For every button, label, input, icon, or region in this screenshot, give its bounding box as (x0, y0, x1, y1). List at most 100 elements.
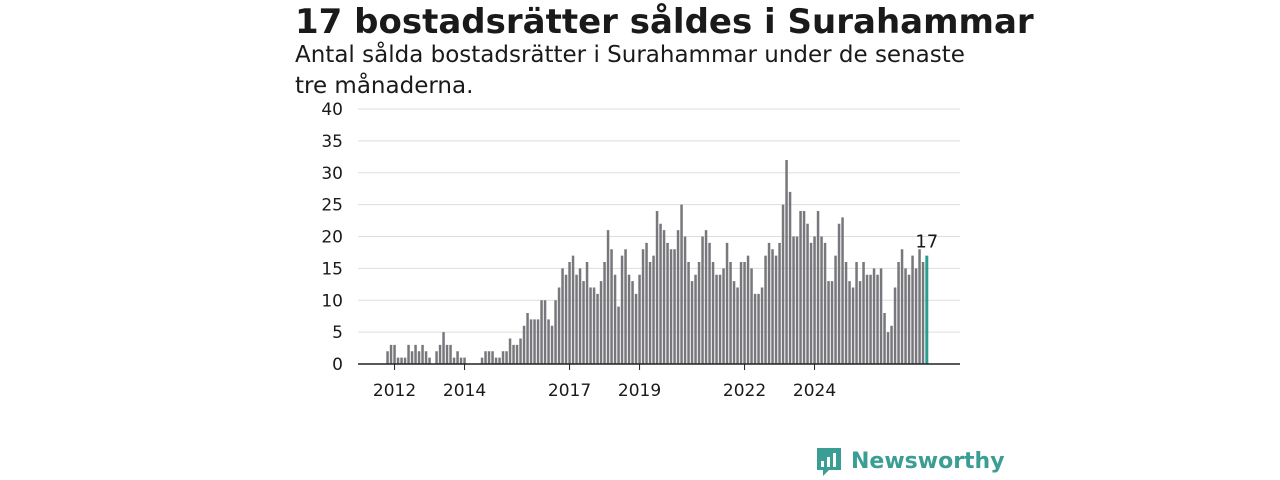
bar (907, 274, 911, 364)
bar (753, 293, 757, 365)
bar (711, 262, 715, 364)
bar (890, 325, 893, 364)
bar (617, 306, 620, 365)
bar (851, 287, 855, 364)
bar (620, 255, 624, 365)
bar (837, 223, 841, 364)
y-tick-label: 40 (321, 100, 343, 120)
y-tick-label: 5 (332, 323, 343, 343)
bar (701, 236, 704, 364)
bar (834, 255, 837, 365)
bar (592, 287, 596, 364)
bar (708, 242, 711, 365)
newsworthy-chart-bubble-icon (817, 448, 841, 476)
bar (666, 242, 669, 365)
bar (550, 325, 554, 364)
bar (603, 262, 606, 364)
bar (484, 351, 487, 364)
bar (599, 281, 603, 365)
bar (893, 287, 897, 364)
last-value-label: 17 (915, 232, 938, 253)
bar (669, 249, 673, 364)
bar-latest (925, 255, 929, 365)
bar (396, 357, 400, 365)
bar (676, 230, 680, 365)
bar (596, 293, 599, 365)
y-tick-label: 15 (321, 259, 343, 279)
y-tick-label: 0 (332, 355, 343, 375)
bar (463, 357, 466, 365)
y-tick-label: 20 (321, 228, 343, 248)
bars (386, 160, 929, 365)
bar (456, 351, 459, 364)
bar (540, 300, 543, 364)
bar (659, 223, 662, 364)
bar (526, 313, 529, 364)
bar (757, 293, 760, 365)
bar (634, 293, 638, 365)
bar (760, 287, 764, 364)
bar (802, 211, 806, 364)
x-tick-label: 2012 (373, 381, 416, 401)
bar (652, 255, 655, 365)
bar (589, 287, 592, 364)
bar (771, 249, 774, 364)
x-tick-label: 2014 (443, 381, 486, 401)
bar (624, 249, 627, 364)
bar (400, 357, 403, 365)
bar (438, 344, 442, 365)
bar (662, 230, 666, 365)
y-tick-label: 30 (321, 164, 343, 184)
bar (809, 242, 813, 365)
bar (778, 242, 781, 365)
bar (459, 357, 463, 365)
bar (911, 255, 914, 365)
x-tick-label: 2024 (793, 381, 836, 401)
bar (393, 344, 396, 365)
bar (645, 242, 648, 365)
bar (879, 268, 883, 365)
x-tick-label: 2022 (723, 381, 766, 401)
bar (428, 357, 431, 365)
y-tick-label: 35 (321, 132, 343, 152)
bar (561, 268, 564, 365)
bar (844, 262, 848, 364)
bar (554, 300, 557, 364)
bar (795, 236, 799, 364)
y-tick-label: 10 (321, 291, 343, 311)
bar (886, 332, 890, 365)
bar (855, 262, 858, 364)
bar (498, 357, 501, 365)
x-tick-label: 2019 (618, 381, 661, 401)
bar (690, 281, 694, 365)
bar (610, 249, 613, 364)
bar (403, 357, 407, 365)
bar (442, 332, 445, 365)
bar (781, 204, 785, 365)
bar (774, 255, 778, 365)
bar (641, 249, 645, 364)
bar (417, 351, 421, 364)
logo-text: Newsworthy (851, 449, 1005, 474)
bar (820, 236, 823, 364)
newsworthy-logo: Newsworthy (815, 446, 1005, 478)
bar (522, 325, 526, 364)
bar (680, 204, 683, 365)
bar (648, 262, 652, 364)
bar (743, 262, 746, 364)
bar (655, 211, 659, 364)
bar (606, 230, 610, 365)
bar (876, 274, 879, 364)
bar (414, 344, 417, 365)
bar (865, 274, 869, 364)
bar (872, 268, 876, 365)
bar (564, 274, 568, 364)
bar (491, 351, 494, 364)
bar (638, 274, 641, 364)
bar (914, 268, 918, 365)
bar (571, 255, 575, 365)
bar-chart: 0 5 10 15 20 25 30 35 40 2012 2014 2017 2019 2022 202… (321, 100, 960, 401)
chart-title: 17 bostadsrätter såldes i Surahammar (295, 2, 1034, 42)
bar (543, 300, 547, 364)
bar (718, 274, 722, 364)
